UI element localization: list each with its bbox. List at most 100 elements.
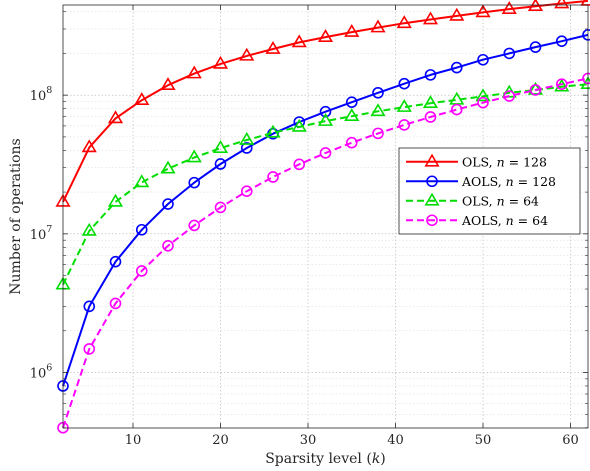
data-point-triangle [317, 113, 334, 126]
data-point-triangle [81, 222, 97, 236]
data-point-circle [83, 300, 96, 313]
data-point-triangle [554, 0, 570, 9]
data-point-circle [529, 41, 542, 53]
series-line [62, 0, 589, 203]
data-point-circle [135, 265, 148, 277]
data-point-triangle [186, 149, 202, 163]
data-point-triangle [475, 4, 491, 18]
data-point-circle [162, 198, 174, 210]
data-point-triangle [160, 77, 176, 91]
data-point-triangle [134, 92, 150, 105]
data-point-circle [372, 127, 384, 140]
data-point-circle [555, 78, 568, 90]
y-tick-label: 108 [30, 85, 53, 104]
data-point-circle [162, 239, 174, 252]
series-layer [55, 0, 590, 434]
data-point-circle [450, 61, 463, 74]
data-point-triangle [265, 124, 281, 138]
x-axis-label: Sparsity level (k) [265, 451, 386, 467]
data-point-triangle [396, 15, 412, 29]
data-point-circle [424, 111, 437, 123]
x-tick-label: 60 [562, 433, 579, 448]
legend-item: OLS, n = 128 [406, 153, 547, 169]
x-tick-label: 10 [125, 433, 142, 448]
y-axis-label: Number of operations [8, 138, 24, 294]
data-point-triangle [317, 29, 334, 42]
data-point-triangle [370, 19, 386, 33]
data-point-circle [477, 96, 489, 109]
data-point-triangle [449, 7, 465, 21]
data-point-circle [319, 147, 332, 159]
data-point-circle [503, 47, 516, 60]
series-0 [55, 0, 590, 207]
x-tick-label: 50 [475, 433, 492, 448]
data-point-circle [214, 158, 227, 170]
legend-item: OLS, n = 64 [406, 192, 539, 208]
data-point-triangle [107, 193, 124, 207]
legend-label: AOLS, n = 64 [461, 213, 548, 228]
x-tick-label: 20 [212, 433, 229, 448]
data-point-triangle [291, 118, 307, 132]
data-point-circle [240, 142, 253, 154]
data-point-circle [345, 136, 358, 149]
data-point-triangle [475, 88, 491, 102]
data-point-circle [555, 35, 568, 47]
data-point-triangle [422, 11, 439, 25]
data-point-triangle [291, 34, 307, 48]
legend-label: OLS, n = 64 [462, 193, 539, 208]
data-point-circle [319, 105, 332, 118]
legend-label: OLS, n = 128 [462, 154, 547, 169]
y-tick-label: 106 [30, 363, 53, 382]
data-point-triangle [422, 95, 439, 109]
data-point-triangle [239, 131, 255, 145]
data-point-triangle [81, 139, 97, 153]
data-point-triangle [239, 47, 255, 61]
data-point-triangle [344, 108, 360, 122]
data-point-circle [529, 84, 542, 96]
data-point-triangle [501, 1, 517, 14]
data-point-circle [477, 53, 489, 66]
legend-marker-triangle [424, 153, 440, 167]
data-point-circle [345, 96, 358, 108]
data-point-triangle [186, 65, 202, 79]
series-line [62, 33, 589, 387]
data-point-circle [188, 176, 201, 189]
x-tick-label: 30 [300, 433, 317, 448]
data-point-circle [135, 223, 148, 236]
x-tick-label: 40 [387, 433, 404, 448]
data-point-triangle [212, 55, 229, 69]
data-point-triangle [370, 103, 386, 117]
data-point-circle [398, 77, 411, 90]
legend-label: AOLS, n = 128 [461, 174, 556, 189]
data-point-triangle [160, 160, 176, 174]
data-point-circle [109, 255, 122, 268]
axes-layer: 10 20 30 40 50 60 106 107 108 Sparsity level (k) N… [8, 4, 589, 467]
legend: OLS, n = 128 AOLS, n = 128 OLS, n = 64 AOLS… [398, 147, 581, 235]
legend-item: AOLS, n = 128 [406, 174, 556, 189]
data-point-circle [240, 185, 253, 197]
series-line [62, 77, 589, 429]
legend-marker-circle [426, 175, 438, 188]
legend-item: AOLS, n = 64 [406, 213, 548, 228]
data-point-triangle [265, 40, 281, 54]
data-point-circle [424, 69, 437, 81]
series-3 [57, 72, 590, 434]
data-point-circle [372, 86, 384, 99]
data-point-circle [503, 90, 516, 102]
y-tick-label: 107 [30, 224, 53, 243]
data-point-circle [293, 158, 306, 171]
data-point-triangle [212, 140, 229, 153]
legend-marker-circle [426, 214, 438, 227]
data-point-triangle [107, 110, 124, 124]
data-point-circle [398, 119, 411, 131]
data-point-triangle [344, 23, 360, 37]
data-point-circle [267, 171, 279, 183]
data-point-circle [450, 103, 463, 116]
axes-frame [62, 4, 589, 429]
data-point-triangle [396, 99, 412, 112]
data-point-circle [188, 219, 201, 232]
data-point-triangle [134, 174, 150, 188]
data-point-circle [214, 201, 227, 214]
data-point-circle [83, 343, 96, 355]
